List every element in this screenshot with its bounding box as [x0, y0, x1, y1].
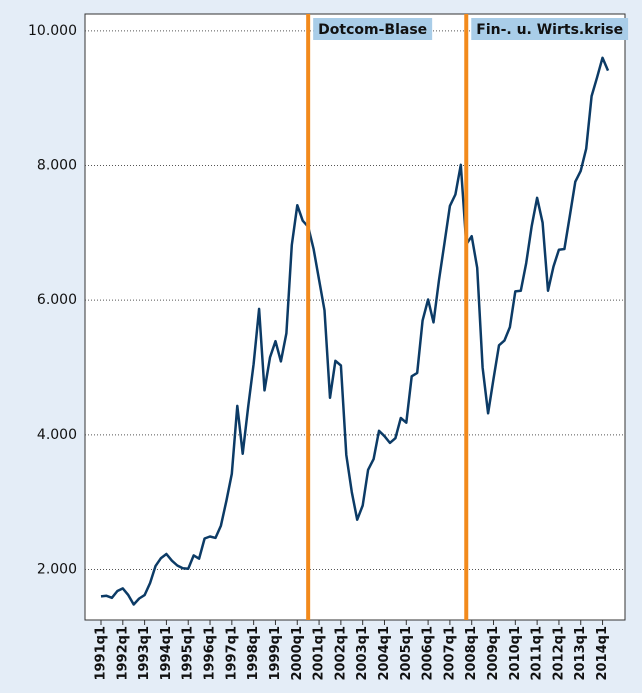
x-tick-label: 1995q1 [181, 626, 196, 681]
x-tick-label: 2008q1 [464, 626, 479, 681]
annotation-box [471, 18, 629, 40]
y-tick-label: 8.000 [37, 158, 77, 174]
x-tick-label: 2007q1 [442, 626, 457, 681]
annotation-label: Dotcom-Blase [318, 22, 427, 38]
x-tick-label: 2014q1 [595, 626, 610, 681]
x-tick-label: 2009q1 [486, 626, 501, 681]
x-tick-label: 1997q1 [224, 626, 239, 681]
x-tick-label: 1994q1 [159, 626, 174, 681]
x-tick-label: 2011q1 [530, 626, 545, 681]
x-tick-label: 2005q1 [399, 626, 414, 681]
plot-area [84, 13, 626, 621]
y-tick-label: 6.000 [37, 292, 77, 308]
x-tick-label: 2004q1 [377, 626, 392, 681]
x-tick-label: 2006q1 [421, 626, 436, 681]
x-tick-label: 1992q1 [115, 626, 130, 681]
data-line [100, 56, 610, 606]
annotation-box [313, 18, 433, 40]
x-tick-label: 1998q1 [246, 626, 261, 681]
y-tick-label: 10.000 [28, 23, 77, 39]
x-tick-label: 2000q1 [290, 626, 305, 681]
x-tick-label: 2003q1 [355, 626, 370, 681]
x-tick-label: 2012q1 [551, 626, 566, 681]
x-tick-label: 1996q1 [203, 626, 218, 681]
x-tick-label: 2013q1 [573, 626, 588, 681]
x-tick-label: 2010q1 [508, 626, 523, 681]
y-tick-label: 4.000 [37, 427, 77, 443]
y-tick-label: 2.000 [37, 562, 77, 578]
x-tick-label: 2001q1 [312, 626, 327, 681]
x-tick-label: 2002q1 [333, 626, 348, 681]
x-tick-label: 1993q1 [137, 626, 152, 681]
x-tick-label: 1991q1 [94, 626, 109, 681]
annotation-label: Fin-. u. Wirts.krise [476, 22, 623, 38]
x-tick-label: 1999q1 [268, 626, 283, 681]
